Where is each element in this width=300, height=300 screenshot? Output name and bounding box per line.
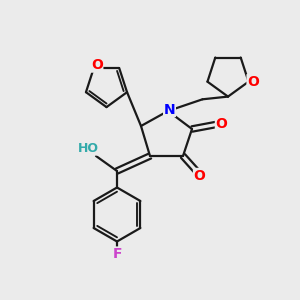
Text: O: O bbox=[194, 169, 206, 182]
Text: N: N bbox=[164, 103, 175, 116]
Text: O: O bbox=[91, 58, 103, 72]
Text: O: O bbox=[247, 75, 259, 89]
Text: O: O bbox=[215, 118, 227, 131]
Text: HO: HO bbox=[78, 142, 99, 155]
Text: F: F bbox=[112, 247, 122, 261]
